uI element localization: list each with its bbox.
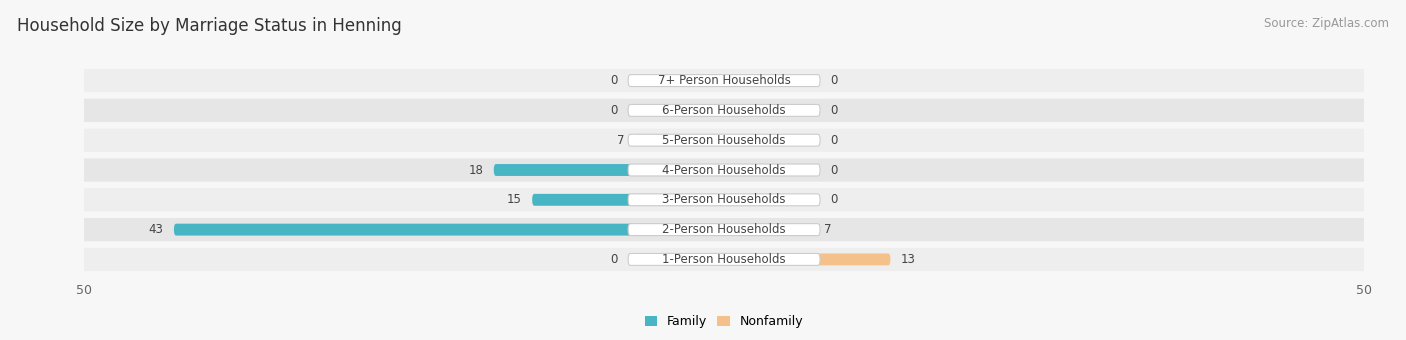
FancyBboxPatch shape [724, 134, 775, 146]
FancyBboxPatch shape [533, 194, 724, 206]
Text: 7: 7 [824, 223, 831, 236]
FancyBboxPatch shape [724, 253, 890, 266]
Text: 0: 0 [610, 104, 617, 117]
Text: 3-Person Households: 3-Person Households [662, 193, 786, 206]
FancyBboxPatch shape [673, 253, 724, 266]
FancyBboxPatch shape [724, 104, 775, 116]
Text: 7+ Person Households: 7+ Person Households [658, 74, 790, 87]
FancyBboxPatch shape [77, 158, 1371, 182]
Text: 7: 7 [617, 134, 624, 147]
FancyBboxPatch shape [628, 74, 820, 87]
Text: 6-Person Households: 6-Person Households [662, 104, 786, 117]
FancyBboxPatch shape [634, 134, 724, 146]
FancyBboxPatch shape [673, 104, 724, 116]
FancyBboxPatch shape [628, 104, 820, 116]
Text: Source: ZipAtlas.com: Source: ZipAtlas.com [1264, 17, 1389, 30]
Text: 0: 0 [831, 104, 838, 117]
FancyBboxPatch shape [77, 129, 1371, 152]
Text: 43: 43 [149, 223, 163, 236]
FancyBboxPatch shape [724, 224, 814, 236]
Text: 13: 13 [901, 253, 915, 266]
FancyBboxPatch shape [77, 99, 1371, 122]
FancyBboxPatch shape [77, 248, 1371, 271]
FancyBboxPatch shape [724, 194, 775, 206]
FancyBboxPatch shape [628, 194, 820, 206]
FancyBboxPatch shape [494, 164, 724, 176]
FancyBboxPatch shape [724, 74, 775, 87]
FancyBboxPatch shape [174, 224, 724, 236]
Text: 0: 0 [610, 74, 617, 87]
Legend: Family, Nonfamily: Family, Nonfamily [640, 310, 808, 334]
Text: 18: 18 [468, 164, 484, 176]
FancyBboxPatch shape [628, 164, 820, 176]
Text: 0: 0 [831, 74, 838, 87]
Text: 0: 0 [610, 253, 617, 266]
Text: 4-Person Households: 4-Person Households [662, 164, 786, 176]
FancyBboxPatch shape [77, 218, 1371, 241]
Text: Household Size by Marriage Status in Henning: Household Size by Marriage Status in Hen… [17, 17, 402, 35]
Text: 0: 0 [831, 134, 838, 147]
Text: 0: 0 [831, 193, 838, 206]
FancyBboxPatch shape [77, 188, 1371, 211]
FancyBboxPatch shape [724, 164, 775, 176]
FancyBboxPatch shape [628, 253, 820, 266]
FancyBboxPatch shape [628, 224, 820, 236]
FancyBboxPatch shape [628, 134, 820, 146]
Text: 0: 0 [831, 164, 838, 176]
Text: 15: 15 [508, 193, 522, 206]
FancyBboxPatch shape [77, 69, 1371, 92]
Text: 5-Person Households: 5-Person Households [662, 134, 786, 147]
FancyBboxPatch shape [673, 74, 724, 87]
Text: 1-Person Households: 1-Person Households [662, 253, 786, 266]
Text: 2-Person Households: 2-Person Households [662, 223, 786, 236]
